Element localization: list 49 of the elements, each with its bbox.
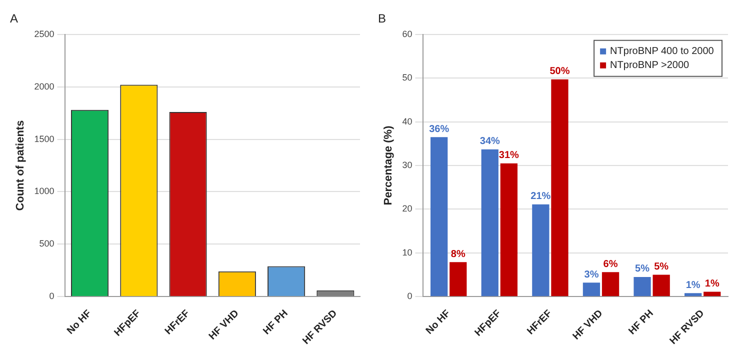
bar	[684, 293, 702, 296]
y-tick-label: 2500	[34, 28, 54, 39]
x-tick-label: No HF	[424, 308, 453, 337]
data-label: 1%	[704, 278, 720, 290]
bar	[634, 276, 651, 296]
bar	[450, 262, 467, 296]
data-label: 8%	[450, 248, 466, 260]
x-tick-label: HF PH	[261, 308, 290, 338]
chart-title: B	[378, 12, 386, 26]
data-label: 31%	[498, 150, 520, 162]
data-label: 21%	[530, 191, 551, 202]
data-label: 1%	[686, 280, 700, 291]
bar	[704, 292, 721, 296]
x-tick-label: HF VHD	[570, 308, 606, 342]
bar	[481, 149, 498, 296]
chart-title: A	[10, 12, 18, 26]
legend-label: NTproBNP >2000	[610, 60, 690, 72]
y-tick-label: 0	[407, 291, 412, 302]
data-label: 50%	[550, 66, 570, 78]
legend-label: NTproBNP 400 to 2000	[610, 46, 714, 58]
bar	[551, 79, 568, 296]
y-axis-title: Percentage (%)	[382, 125, 395, 206]
y-tick-label: 40	[402, 116, 412, 126]
x-tick-label: No HF	[65, 308, 94, 337]
y-tick-label: 1000	[34, 186, 54, 196]
bar	[582, 282, 600, 296]
x-tick-label: HF VHD	[207, 308, 242, 342]
data-label: 5%	[654, 262, 669, 273]
y-tick-label: 500	[39, 238, 54, 249]
bar	[652, 274, 670, 296]
y-tick-label: 0	[49, 291, 54, 302]
data-label: 3%	[584, 269, 599, 280]
y-tick-label: 30	[402, 160, 412, 170]
bar	[532, 204, 550, 296]
y-tick-label: 60	[402, 28, 412, 39]
y-tick-label: 2000	[34, 81, 54, 92]
data-label: 36%	[429, 124, 450, 135]
y-axis-title: Count of patients	[14, 120, 27, 211]
data-label: 6%	[603, 258, 618, 270]
y-tick-label: 20	[402, 204, 412, 214]
bar	[500, 163, 518, 296]
bar	[430, 137, 448, 296]
x-tick-label: HF PH	[626, 308, 656, 338]
y-tick-label: 1500	[34, 134, 54, 144]
y-tick-label: 10	[402, 247, 412, 258]
data-label: 34%	[480, 136, 500, 148]
y-tick-label: 50	[402, 72, 412, 83]
bar	[602, 272, 620, 296]
data-label: 5%	[635, 264, 650, 275]
